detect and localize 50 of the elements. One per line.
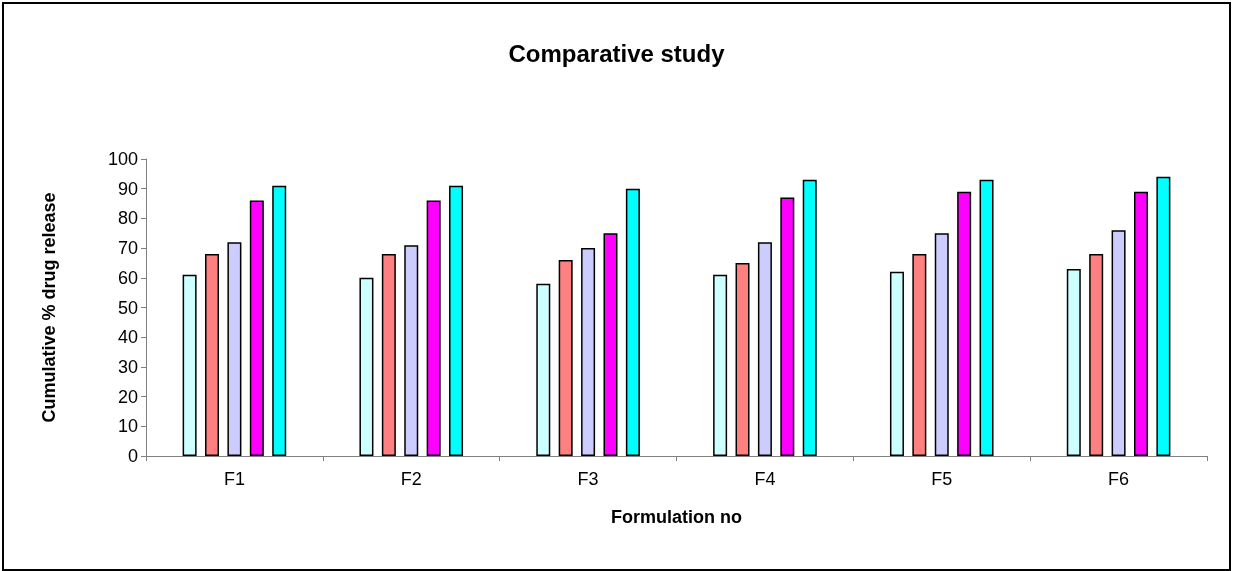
y-tick-label: 70 (117, 238, 138, 259)
y-tick-label: 80 (117, 208, 138, 229)
x-tick-label: F4 (754, 469, 776, 489)
bar (272, 185, 287, 456)
y-tick-label: 40 (117, 327, 138, 348)
bar (205, 254, 220, 456)
bar (404, 245, 419, 456)
bar (1133, 191, 1148, 456)
y-tick-label: 50 (117, 297, 138, 318)
y-axis-title: Cumulative % drug release (39, 192, 59, 423)
y-tick-label: 10 (117, 416, 138, 437)
bar (359, 277, 374, 456)
y-tick-label: 100 (107, 149, 138, 169)
bar (536, 283, 551, 456)
bar (1156, 176, 1171, 456)
bar (182, 274, 197, 456)
bar (957, 191, 972, 456)
y-tick-label: 30 (117, 356, 138, 377)
x-axis-title: Formulation no (611, 507, 742, 527)
x-tick-label: F1 (223, 469, 245, 489)
bar (581, 248, 596, 456)
bar (249, 200, 264, 456)
x-tick-label: F6 (1108, 469, 1130, 489)
bar (934, 233, 949, 456)
bar (889, 271, 904, 456)
bar (603, 233, 618, 456)
x-tick-label: F2 (400, 469, 422, 489)
bar (558, 259, 573, 456)
bar (426, 200, 441, 456)
y-tick-label: 20 (117, 386, 138, 407)
bar (713, 274, 728, 456)
x-tick-label: F5 (931, 469, 953, 489)
bar (625, 188, 640, 456)
bar (227, 242, 242, 456)
bar (449, 185, 464, 456)
bar (1066, 268, 1081, 456)
bar (802, 179, 817, 456)
chart-title: Comparative study (508, 39, 726, 67)
bar (735, 262, 750, 456)
bar (757, 242, 772, 456)
bar (381, 254, 396, 456)
bar (912, 254, 927, 456)
bar (780, 197, 795, 456)
bar (1089, 254, 1104, 456)
y-tick-label: 0 (127, 446, 138, 466)
bar (1111, 230, 1126, 456)
bar (979, 179, 994, 456)
y-tick-label: 60 (117, 267, 138, 288)
x-tick-label: F3 (577, 469, 599, 489)
y-tick-label: 90 (117, 178, 138, 199)
